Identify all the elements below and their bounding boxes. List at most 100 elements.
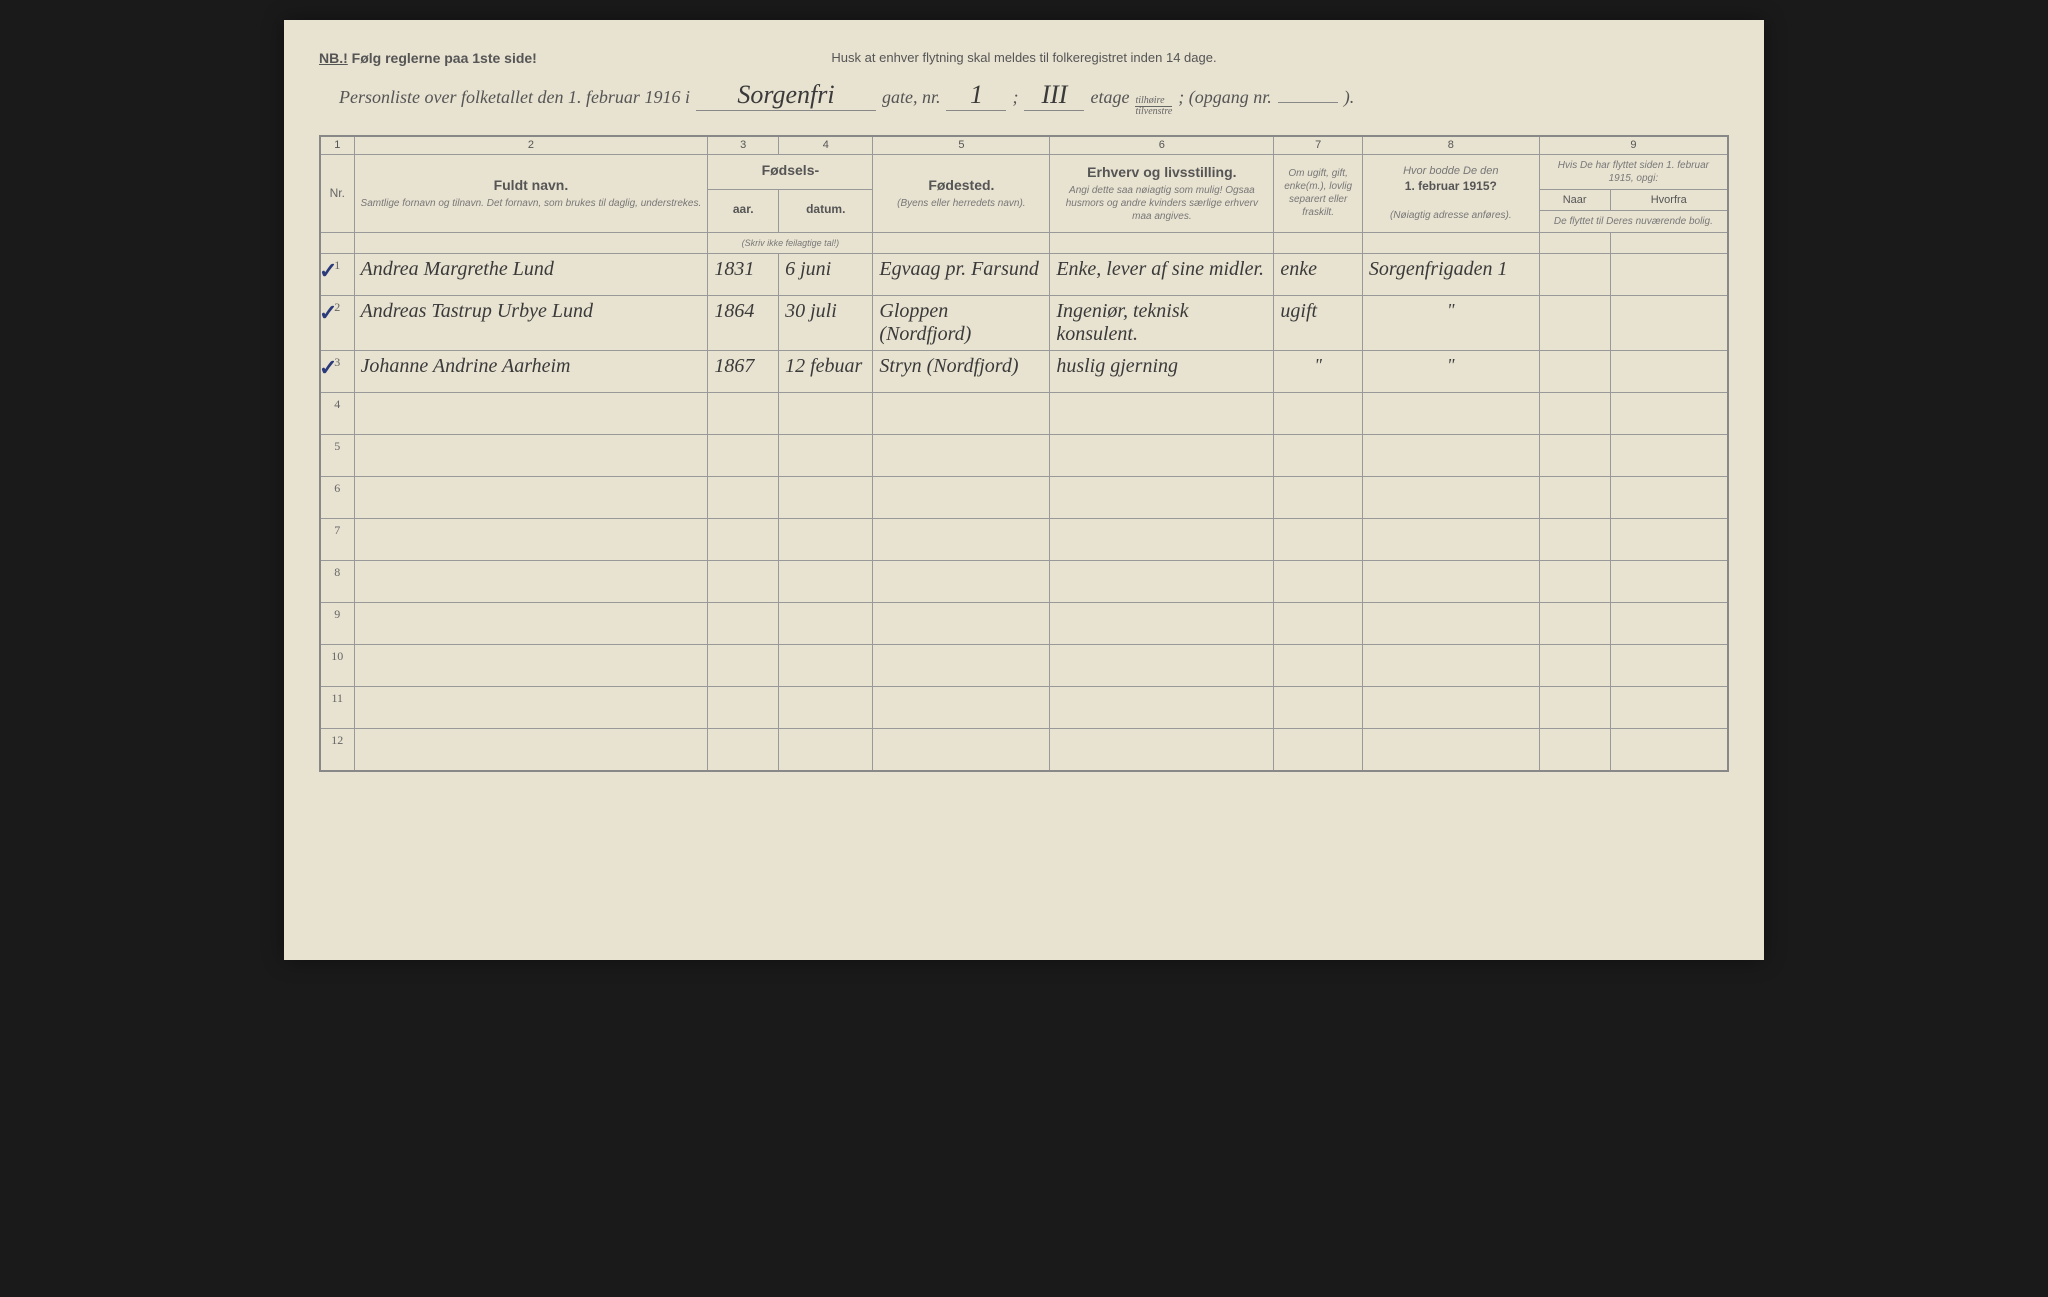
top-notice-line: NB.! Følg reglerne paa 1ste side! Husk a… (319, 50, 1729, 66)
check-icon: ✓ (319, 355, 337, 381)
side-bottom: tilvenstre (1135, 107, 1172, 117)
empty-cell (1362, 645, 1539, 687)
empty-cell (779, 645, 873, 687)
header-birth: Fødsels- (708, 154, 873, 189)
colnum-1: 1 (320, 136, 354, 154)
empty-cell (1610, 729, 1728, 771)
row-hvorfra (1610, 296, 1728, 351)
empty-cell (779, 435, 873, 477)
header-moved-sub: De flyttet til Deres nuværende bolig. (1539, 210, 1728, 232)
row-naar (1539, 296, 1610, 351)
row-hvorfra (1610, 254, 1728, 296)
empty-cell (1050, 519, 1274, 561)
gate-number: 1 (946, 80, 1006, 111)
row-naar (1539, 254, 1610, 296)
empty-cell (1362, 561, 1539, 603)
row-name: Johanne Andrine Aarheim (354, 351, 708, 393)
table-body: ✓ 1 Andrea Margrethe Lund 1831 6 juni Eg… (320, 254, 1728, 771)
empty-cell (1539, 729, 1610, 771)
title-line: Personliste over folketallet den 1. febr… (319, 80, 1729, 117)
birth-note-cell: (Skriv ikke feilagtige tal!) (708, 232, 873, 254)
place-main: Fødested. (879, 177, 1043, 193)
table-row: ✓ 3 Johanne Andrine Aarheim 1867 12 febu… (320, 351, 1728, 393)
empty-cell (1274, 519, 1362, 561)
row-year: 1867 (708, 351, 779, 393)
header-hvorfra: Hvorfra (1610, 189, 1728, 210)
row-hvorfra (1610, 351, 1728, 393)
nb-notice: NB.! Følg reglerne paa 1ste side! (319, 50, 537, 66)
empty-cell (354, 561, 708, 603)
row-nr: 9 (320, 603, 354, 645)
colnum-6: 6 (1050, 136, 1274, 154)
empty-cell (1050, 645, 1274, 687)
header-moved: Hvis De har flyttet siden 1. februar 191… (1539, 154, 1728, 189)
empty-cell (354, 687, 708, 729)
empty-cell (1362, 477, 1539, 519)
empty-cell (708, 561, 779, 603)
table-row-empty: 11 (320, 687, 1728, 729)
empty-cell (1362, 687, 1539, 729)
header-nr: Nr. (320, 154, 354, 232)
empty-cell (354, 729, 708, 771)
table-row-empty: 4 (320, 393, 1728, 435)
floor-number: III (1024, 80, 1084, 111)
empty-cell (708, 519, 779, 561)
colnum-8: 8 (1362, 136, 1539, 154)
row-marital: enke (1274, 254, 1362, 296)
empty-cell (1610, 687, 1728, 729)
colnum-5: 5 (873, 136, 1050, 154)
header-date: datum. (779, 189, 873, 232)
empty-cell (1362, 729, 1539, 771)
nb-text: Følg reglerne paa 1ste side! (352, 50, 537, 66)
empty-cell (1539, 393, 1610, 435)
date-label: datum. (785, 202, 866, 216)
spacer (1539, 232, 1610, 254)
table-header: 1 2 3 4 5 6 7 8 9 Nr. Fuldt navn. Samtli… (320, 136, 1728, 254)
empty-cell (779, 687, 873, 729)
empty-cell (1610, 645, 1728, 687)
table-row-empty: 7 (320, 519, 1728, 561)
empty-cell (873, 603, 1050, 645)
row-name: Andreas Tastrup Urbye Lund (354, 296, 708, 351)
table-row-empty: 12 (320, 729, 1728, 771)
semicolon: ; (1012, 87, 1018, 108)
empty-cell (1362, 435, 1539, 477)
row-date: 6 juni (779, 254, 873, 296)
empty-cell (354, 393, 708, 435)
column-number-row: 1 2 3 4 5 6 7 8 9 (320, 136, 1728, 154)
reminder-text: Husk at enhver flytning skal meldes til … (831, 50, 1216, 65)
row-name: Andrea Margrethe Lund (354, 254, 708, 296)
colnum-2: 2 (354, 136, 708, 154)
prev-top: Hvor bodde De den (1403, 165, 1498, 177)
empty-cell (1274, 435, 1362, 477)
row-nr: 5 (320, 435, 354, 477)
occ-sub: Angi dette saa nøiagtig som mulig! Ogsaa… (1066, 185, 1258, 222)
table-row-empty: 5 (320, 435, 1728, 477)
spacer (873, 232, 1050, 254)
row-nr: 4 (320, 393, 354, 435)
empty-cell (1274, 729, 1362, 771)
empty-cell (1539, 519, 1610, 561)
empty-cell (1050, 603, 1274, 645)
spacer (320, 232, 354, 254)
empty-cell (1539, 477, 1610, 519)
row-nr: 7 (320, 519, 354, 561)
empty-cell (708, 687, 779, 729)
closing-paren: ). (1344, 87, 1355, 108)
empty-cell (873, 645, 1050, 687)
table-row-empty: 8 (320, 561, 1728, 603)
empty-cell (779, 393, 873, 435)
empty-cell (779, 729, 873, 771)
colnum-4: 4 (779, 136, 873, 154)
empty-cell (1539, 603, 1610, 645)
empty-cell (1610, 519, 1728, 561)
empty-cell (1274, 477, 1362, 519)
empty-cell (1539, 687, 1610, 729)
row-nr: 12 (320, 729, 354, 771)
colnum-7: 7 (1274, 136, 1362, 154)
empty-cell (1050, 393, 1274, 435)
table-row-empty: 6 (320, 477, 1728, 519)
header-prev-address: Hvor bodde De den 1. februar 1915? (Nøia… (1362, 154, 1539, 232)
moved-sub: De flyttet til Deres nuværende bolig. (1554, 216, 1713, 227)
census-page: NB.! Følg reglerne paa 1ste side! Husk a… (284, 20, 1764, 960)
